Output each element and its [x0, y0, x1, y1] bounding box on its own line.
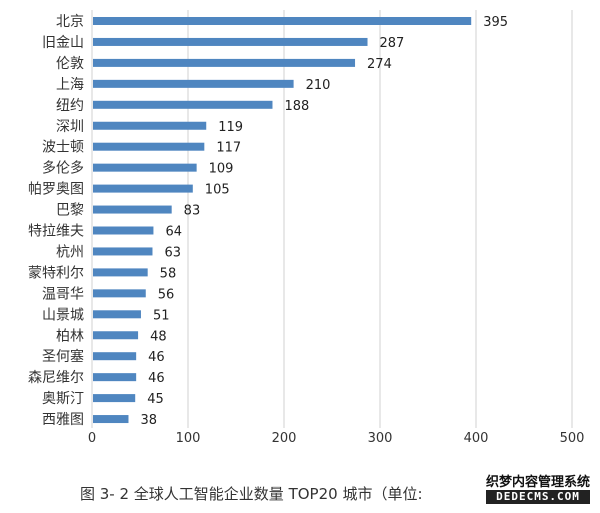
- bar: [93, 37, 368, 46]
- data-label: 210: [306, 78, 331, 93]
- bar: [93, 268, 148, 277]
- x-tick-label: 0: [88, 431, 96, 446]
- category-label: 奥斯汀: [42, 390, 84, 407]
- category-label: 北京: [56, 14, 84, 30]
- data-label: 119: [218, 120, 243, 135]
- bar: [93, 100, 273, 109]
- data-label: 46: [148, 371, 165, 386]
- data-label: 56: [158, 287, 175, 302]
- x-tick-label: 200: [272, 431, 297, 446]
- bar: [93, 142, 205, 151]
- bar: [93, 247, 153, 256]
- bar: [93, 17, 472, 25]
- data-label: 63: [164, 245, 181, 260]
- category-label: 西雅图: [42, 412, 84, 428]
- category-label: 森尼维尔: [28, 370, 84, 386]
- data-label: 64: [165, 225, 182, 240]
- category-label: 旧金山: [42, 35, 84, 51]
- category-label: 蒙特利尔: [28, 265, 84, 281]
- category-label: 深圳: [56, 119, 84, 135]
- x-tick-label: 300: [368, 431, 393, 446]
- bar: [93, 163, 197, 172]
- data-label: 58: [160, 266, 177, 281]
- bar: [93, 373, 137, 382]
- category-label: 帕罗奥图: [28, 181, 84, 198]
- category-label: 多伦多: [42, 160, 84, 177]
- data-label: 48: [150, 329, 167, 344]
- category-label: 特拉维夫: [28, 224, 84, 240]
- bar: [93, 289, 146, 298]
- data-label: 274: [367, 57, 392, 72]
- bar: [93, 184, 193, 193]
- x-tick-label: 400: [464, 431, 489, 446]
- bar: [93, 58, 356, 67]
- bar: [93, 352, 137, 361]
- watermark-line2: DEDECMS.COM: [486, 490, 591, 504]
- bar: [93, 121, 207, 130]
- category-label: 波士顿: [42, 140, 84, 156]
- data-label: 117: [216, 141, 241, 156]
- category-label: 上海: [56, 77, 84, 93]
- category-label: 山景城: [42, 307, 84, 323]
- data-label: 83: [184, 204, 201, 219]
- bar: [93, 310, 141, 319]
- data-label: 395: [483, 15, 508, 30]
- x-tick-label: 500: [560, 431, 585, 446]
- data-label: 188: [284, 99, 309, 114]
- category-label: 圣何塞: [42, 348, 84, 365]
- bar: [93, 205, 172, 214]
- category-label: 伦敦: [56, 56, 84, 72]
- category-label: 温哥华: [42, 286, 84, 302]
- data-label: 46: [148, 350, 165, 365]
- data-label: 105: [205, 183, 230, 198]
- data-label: 51: [153, 308, 170, 323]
- bar: [93, 415, 129, 424]
- bar: [93, 226, 154, 235]
- bar: [93, 394, 136, 403]
- category-label: 纽约: [56, 98, 84, 114]
- watermark-logo: 织梦内容管理系统 DEDECMS.COM: [486, 475, 591, 504]
- data-label: 287: [380, 36, 405, 51]
- data-label: 45: [147, 392, 164, 407]
- x-tick-label: 100: [176, 431, 201, 446]
- chart-caption: 图 3- 2 全球人工智能企业数量 TOP20 城市（单位:: [80, 485, 423, 503]
- watermark-line1: 织梦内容管理系统: [486, 475, 591, 490]
- bar: [93, 79, 294, 88]
- category-label: 柏林: [56, 328, 84, 344]
- data-label: 38: [140, 413, 157, 428]
- category-label: 杭州: [56, 244, 84, 260]
- bar: [93, 331, 139, 340]
- data-label: 109: [209, 162, 234, 177]
- category-label: 巴黎: [56, 203, 84, 219]
